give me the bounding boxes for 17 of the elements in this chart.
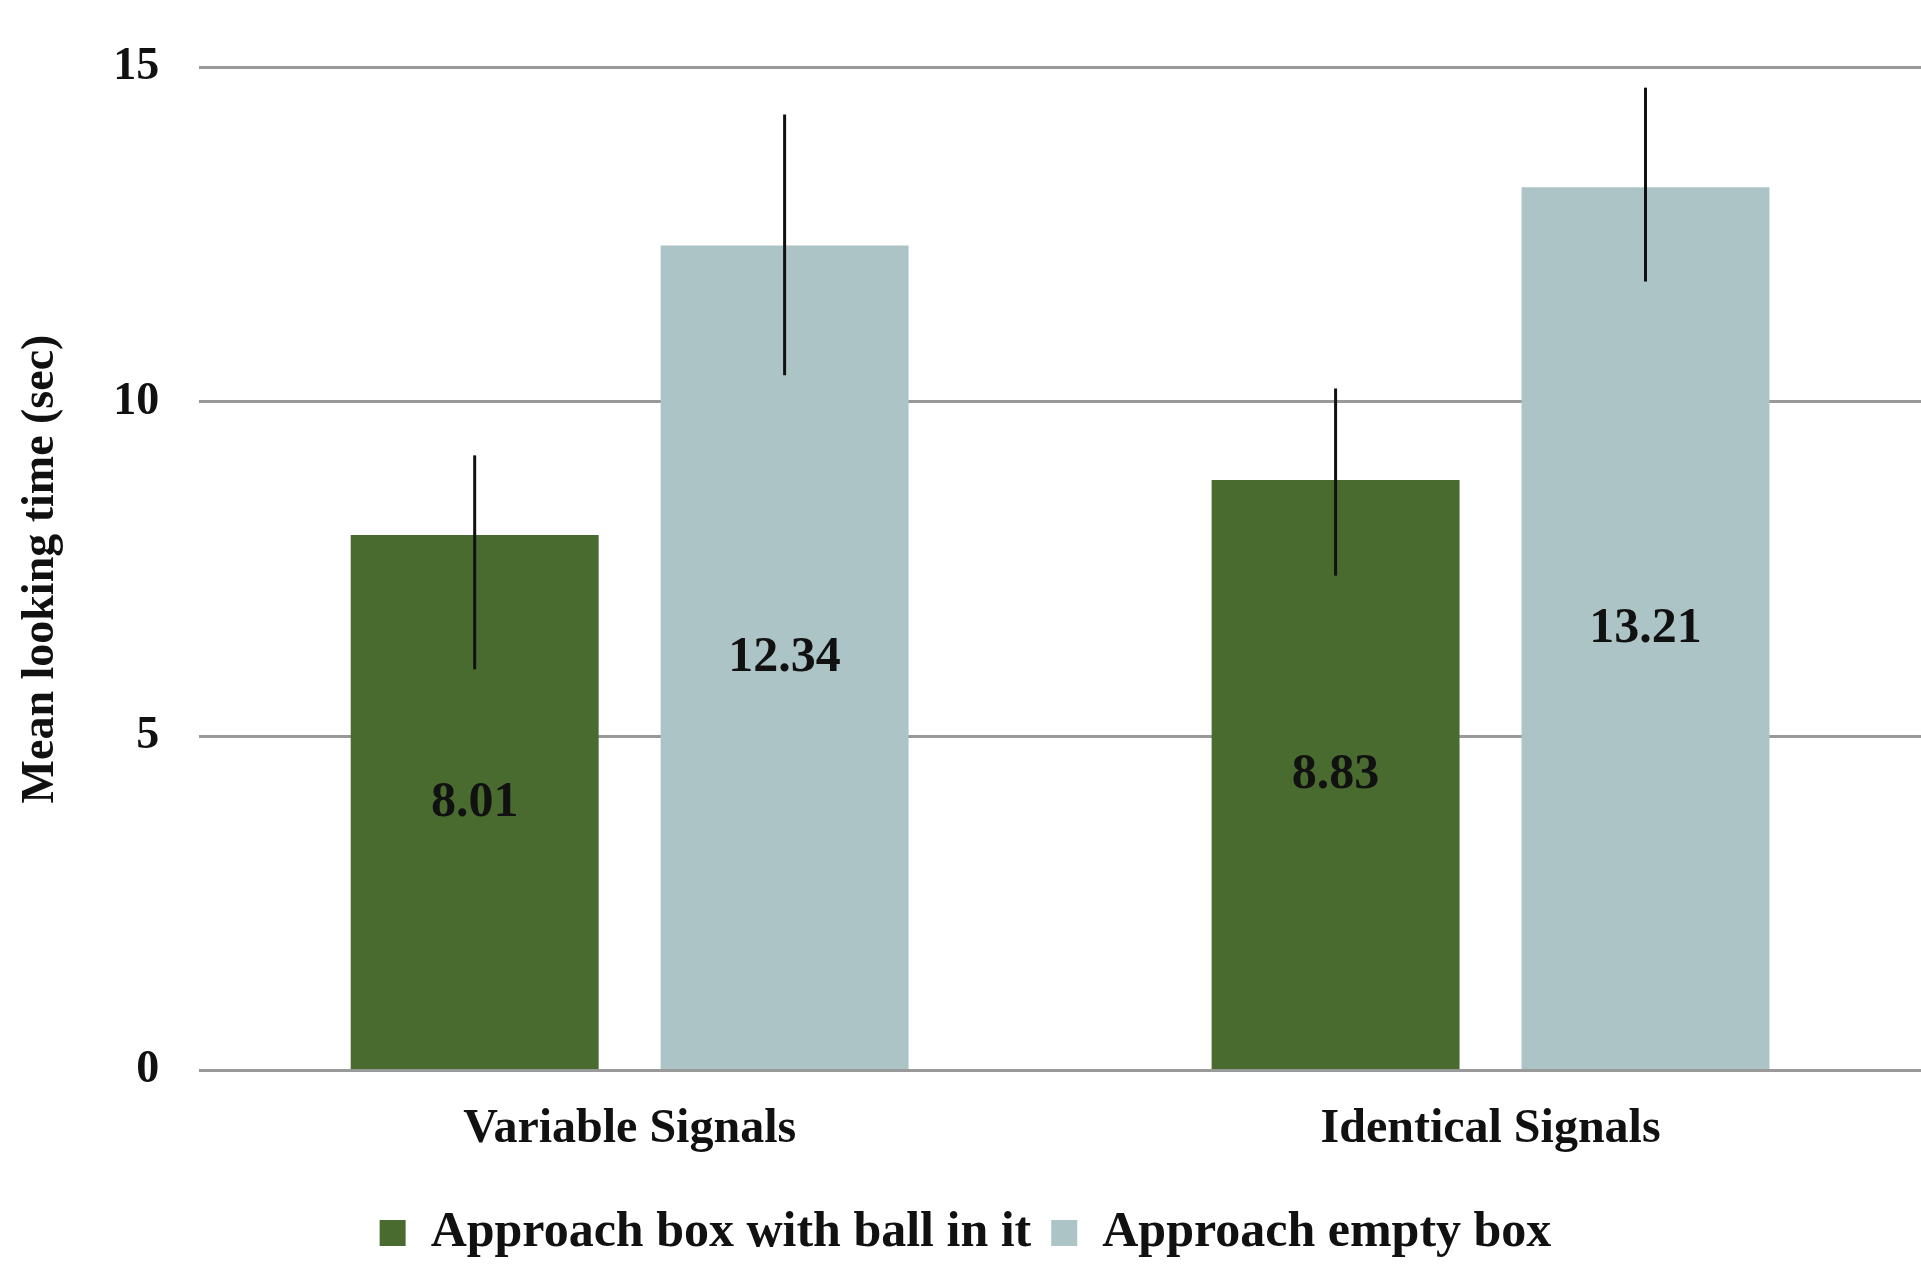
legend-label: Approach box with ball in it: [430, 1200, 1032, 1257]
data-label: 8.01: [430, 770, 519, 827]
bar: [1521, 187, 1770, 1069]
y-tick-label: 15: [113, 38, 160, 90]
y-tick-label: 5: [136, 707, 160, 759]
y-axis-title: Mean looking time (sec): [12, 334, 64, 804]
legend-label: Approach empty box: [1102, 1200, 1552, 1257]
y-tick-label: 10: [113, 372, 160, 424]
bar: [350, 534, 599, 1069]
bar: [1211, 480, 1460, 1069]
data-label: 8.83: [1291, 743, 1380, 800]
y-tick-label: 0: [136, 1041, 160, 1093]
x-tick-label: Variable Signals: [463, 1098, 797, 1152]
data-label: 13.21: [1589, 596, 1702, 653]
bar: [660, 245, 909, 1069]
data-label: 12.34: [728, 625, 841, 682]
x-tick-label: Identical Signals: [1320, 1098, 1661, 1152]
